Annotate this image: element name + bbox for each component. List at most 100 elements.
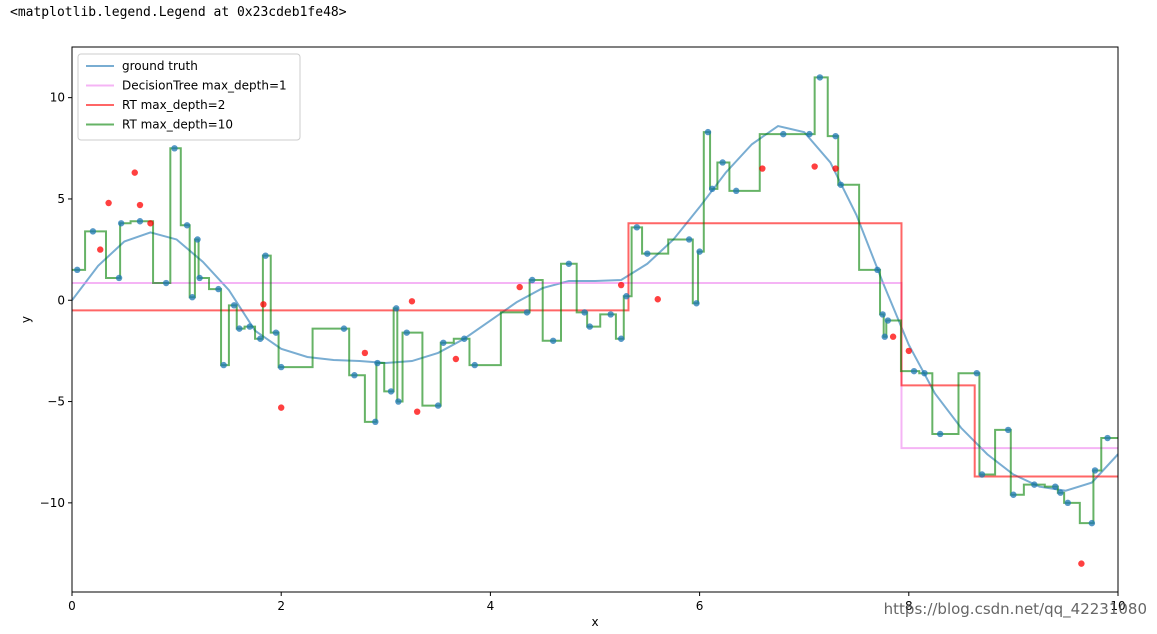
data-point xyxy=(1057,489,1064,496)
data-point xyxy=(257,335,264,342)
data-point xyxy=(372,418,379,426)
y-tick-label: 10 xyxy=(50,91,65,105)
data-point xyxy=(395,398,402,405)
x-tick-label: 2 xyxy=(277,599,285,613)
data-point xyxy=(1010,491,1017,498)
data-point xyxy=(374,359,381,367)
y-tick-label: 5 xyxy=(57,192,65,206)
output-text: <matplotlib.legend.Legend at 0x23cdeb1fe… xyxy=(10,5,347,20)
data-point xyxy=(921,369,928,377)
chart: 0 2 4 6 8 10 −10 −5 0 5 10 x y ground truth DecisionTr… xyxy=(19,46,1126,629)
data-point xyxy=(1088,519,1096,527)
data-point xyxy=(617,281,625,289)
data-point xyxy=(523,309,531,316)
data-point xyxy=(351,372,358,379)
data-point xyxy=(171,145,178,152)
data-point xyxy=(516,283,523,291)
data-point xyxy=(408,298,416,305)
data-point xyxy=(708,185,716,193)
data-point xyxy=(549,337,557,344)
legend-label: ground truth xyxy=(122,59,198,73)
data-point xyxy=(1031,481,1038,488)
data-point xyxy=(881,333,888,340)
data-point xyxy=(340,325,348,332)
data-point xyxy=(685,236,693,243)
data-point xyxy=(607,311,614,318)
data-point xyxy=(393,305,400,312)
legend-label: DecisionTree max_depth=1 xyxy=(122,79,287,93)
data-point xyxy=(452,355,460,363)
data-point xyxy=(215,285,222,293)
data-point xyxy=(230,302,238,309)
y-tick-label: 0 xyxy=(57,293,65,307)
legend-label: RT max_depth=10 xyxy=(122,118,233,132)
x-tick-label: 0 xyxy=(68,599,76,613)
data-point xyxy=(471,361,478,369)
data-point xyxy=(806,130,813,138)
data-point xyxy=(183,222,191,229)
data-point xyxy=(905,347,912,355)
y-axis-label: y xyxy=(19,316,33,323)
data-point xyxy=(387,388,395,395)
data-point xyxy=(889,333,897,340)
data-point xyxy=(884,317,892,324)
data-point xyxy=(973,369,980,377)
data-point xyxy=(194,236,201,243)
data-point xyxy=(1078,560,1085,567)
data-point xyxy=(220,361,227,369)
legend-box xyxy=(77,53,301,141)
data-point xyxy=(105,199,112,207)
data-point xyxy=(361,349,369,357)
data-point xyxy=(1104,434,1111,442)
y-tick-label: −5 xyxy=(47,395,65,409)
data-point xyxy=(733,187,740,195)
data-point xyxy=(529,276,536,284)
data-point xyxy=(89,228,97,235)
data-point xyxy=(832,165,839,172)
x-tick-label: 6 xyxy=(696,599,704,613)
watermark: https://blog.csdn.net/qq_42231080 xyxy=(884,600,1147,619)
data-point xyxy=(780,130,787,138)
data-point xyxy=(413,408,421,415)
data-point xyxy=(633,224,641,231)
x-tick-label: 8 xyxy=(905,599,913,613)
data-point xyxy=(403,329,410,336)
data-point xyxy=(131,169,138,176)
legend-label: RT max_depth=2 xyxy=(122,98,225,112)
data-point xyxy=(196,274,203,282)
data-point xyxy=(644,250,651,257)
data-point xyxy=(1064,499,1071,507)
data-point xyxy=(978,471,986,478)
data-point xyxy=(623,293,630,300)
data-point xyxy=(272,329,280,336)
data-point xyxy=(115,274,123,282)
data-point xyxy=(246,323,254,330)
data-point xyxy=(936,430,944,438)
data-point xyxy=(879,311,886,318)
data-point xyxy=(260,301,267,308)
data-point xyxy=(262,252,269,259)
data-point xyxy=(811,163,818,170)
data-point xyxy=(759,165,766,172)
data-point xyxy=(97,246,104,253)
data-point xyxy=(461,335,468,342)
data-point xyxy=(654,296,661,303)
data-point xyxy=(147,220,154,227)
data-point xyxy=(136,201,144,209)
data-point xyxy=(162,279,170,287)
data-point xyxy=(117,220,125,227)
data-point xyxy=(719,159,726,166)
y-tick-label: −10 xyxy=(40,496,65,510)
data-point xyxy=(236,325,243,332)
data-point xyxy=(434,402,442,409)
series-line xyxy=(72,124,1118,492)
data-point xyxy=(704,128,712,136)
data-point xyxy=(136,218,144,225)
data-point xyxy=(832,132,839,140)
data-point xyxy=(696,248,703,255)
data-point xyxy=(278,363,285,371)
data-point xyxy=(440,339,447,346)
data-point xyxy=(581,309,588,316)
data-point xyxy=(617,335,625,342)
